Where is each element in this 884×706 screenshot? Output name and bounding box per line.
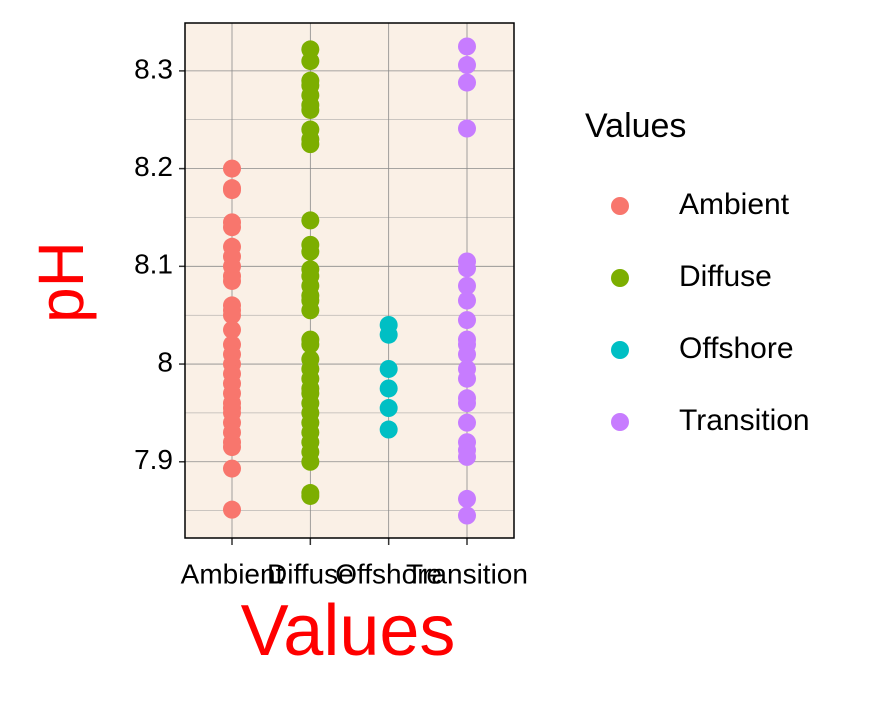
point (458, 259, 476, 278)
point (379, 379, 398, 398)
point (301, 135, 320, 154)
legend-label: Offshore (679, 332, 794, 365)
point (379, 359, 398, 378)
point (223, 438, 241, 457)
x-axis-label: Values (241, 591, 456, 671)
point (458, 276, 476, 295)
point (223, 271, 241, 290)
point (223, 306, 241, 325)
point (223, 320, 241, 339)
plot-border (184, 22, 515, 539)
legend-label: Diffuse (679, 260, 772, 293)
point (458, 447, 476, 466)
point (223, 159, 241, 178)
point (223, 500, 241, 519)
point (223, 218, 241, 237)
point (458, 489, 476, 508)
point (301, 52, 320, 71)
legend-label: Transition (679, 404, 810, 437)
point (458, 506, 476, 525)
legend-marker (611, 341, 629, 359)
point (458, 73, 476, 92)
x-tick-label: Diffuse (267, 558, 354, 589)
point (301, 486, 320, 505)
point (379, 420, 398, 439)
point (458, 345, 476, 364)
y-tick-label: 8.2 (134, 151, 173, 182)
legend-label: Ambient (679, 188, 790, 221)
y-tick-label: 7.9 (134, 444, 173, 475)
y-tick-label: 8 (157, 346, 173, 377)
point (301, 452, 320, 471)
point (301, 242, 320, 261)
legend-marker (611, 197, 629, 215)
point (301, 100, 320, 119)
legend-marker (611, 413, 629, 431)
point (301, 211, 320, 230)
point (458, 37, 476, 56)
point (301, 335, 320, 354)
point (223, 459, 241, 478)
point (458, 394, 476, 413)
point (379, 399, 398, 418)
x-tick-label: Transition (406, 558, 528, 589)
point (458, 291, 476, 310)
point (458, 369, 476, 388)
x-tick-label: Ambient (181, 558, 284, 589)
y-tick-label: 8.1 (134, 249, 173, 280)
legend-title: Values (585, 107, 686, 145)
point (458, 56, 476, 75)
point (223, 181, 241, 200)
legend-marker (611, 269, 629, 287)
y-tick-label: 8.3 (134, 53, 173, 84)
point (458, 311, 476, 330)
point (301, 301, 320, 320)
y-axis-label: pH (25, 241, 97, 323)
point (458, 413, 476, 432)
point (458, 119, 476, 138)
point (379, 325, 398, 344)
x-tick-label: Offshore (335, 558, 442, 589)
